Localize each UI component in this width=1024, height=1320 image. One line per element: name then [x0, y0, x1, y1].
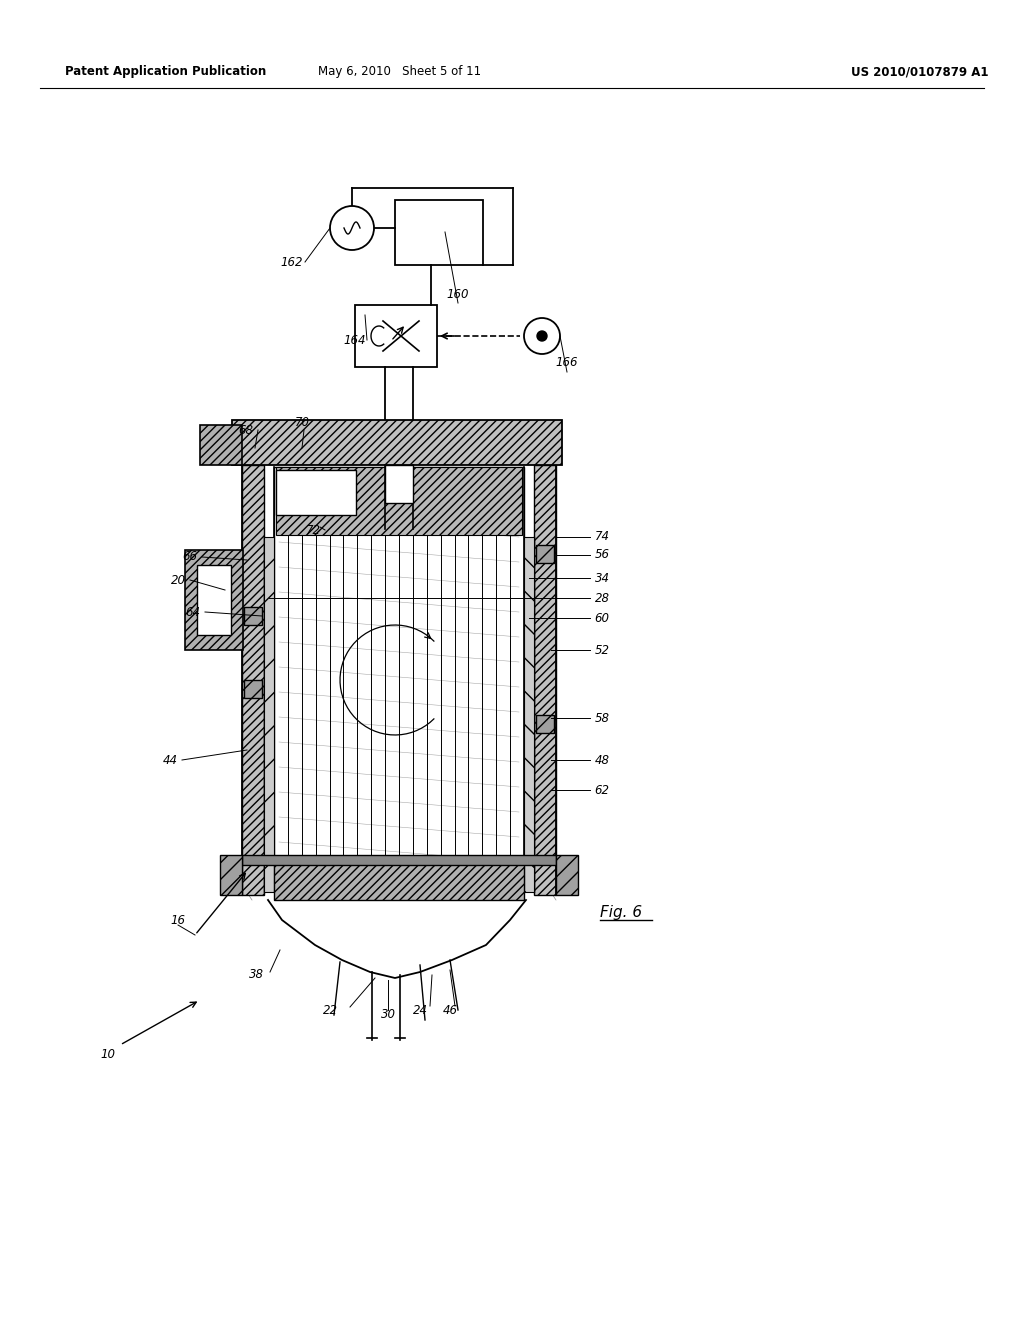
Text: Patent Application Publication: Patent Application Publication [65, 66, 266, 78]
Text: 166: 166 [556, 355, 579, 368]
Bar [197, 565, 231, 635]
Text: 34: 34 [595, 572, 609, 585]
Text: 24: 24 [413, 1003, 427, 1016]
Text: 62: 62 [595, 784, 609, 796]
Bar [524, 537, 534, 892]
Bar [536, 715, 554, 733]
Bar [274, 467, 524, 892]
Circle shape [330, 206, 374, 249]
Text: 66: 66 [182, 550, 198, 564]
Bar [264, 537, 274, 892]
Bar [355, 305, 437, 367]
Text: May 6, 2010   Sheet 5 of 11: May 6, 2010 Sheet 5 of 11 [318, 66, 481, 78]
Text: 162: 162 [281, 256, 303, 268]
Text: US 2010/0107879 A1: US 2010/0107879 A1 [851, 66, 989, 78]
Bar [536, 545, 554, 564]
Bar [242, 465, 264, 895]
Text: 160: 160 [446, 289, 469, 301]
Bar [556, 855, 578, 895]
Bar [395, 201, 483, 265]
Circle shape [524, 318, 560, 354]
Text: 68: 68 [239, 424, 254, 437]
Bar [185, 550, 243, 649]
Text: 60: 60 [595, 611, 609, 624]
Text: 164: 164 [344, 334, 367, 346]
Text: 52: 52 [595, 644, 609, 656]
Text: 64: 64 [185, 606, 201, 619]
Bar [276, 470, 356, 515]
Text: 16: 16 [171, 913, 185, 927]
Bar [274, 861, 524, 900]
Bar [276, 467, 522, 535]
Bar [534, 465, 556, 895]
Text: 30: 30 [381, 1008, 395, 1022]
Text: 22: 22 [323, 1003, 338, 1016]
Text: 48: 48 [595, 754, 609, 767]
Text: 10: 10 [100, 1048, 116, 1061]
Text: 56: 56 [595, 549, 609, 561]
Text: Fig. 6: Fig. 6 [600, 904, 642, 920]
Text: 74: 74 [595, 531, 609, 544]
Text: 44: 44 [163, 754, 177, 767]
Text: 20: 20 [171, 573, 185, 586]
Text: 58: 58 [595, 711, 609, 725]
Bar [242, 855, 556, 865]
Bar [244, 680, 262, 698]
Bar [232, 420, 562, 465]
Text: 70: 70 [295, 416, 309, 429]
Text: 28: 28 [595, 591, 609, 605]
Bar [244, 607, 262, 624]
Circle shape [537, 331, 547, 341]
Bar [220, 855, 242, 895]
Text: 72: 72 [305, 524, 321, 536]
Bar [385, 465, 413, 503]
Text: 38: 38 [249, 969, 263, 982]
Bar [200, 425, 242, 465]
Text: 46: 46 [442, 1003, 458, 1016]
